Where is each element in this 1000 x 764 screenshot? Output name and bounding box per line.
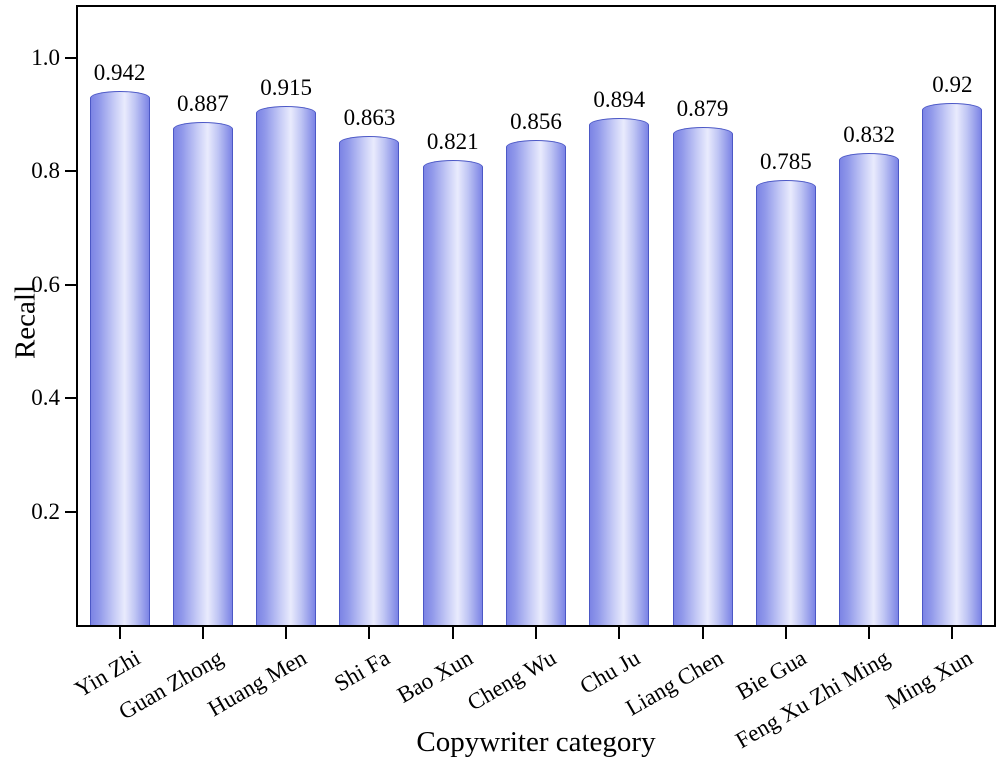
bar-value-label: 0.894 xyxy=(593,87,646,113)
x-axis-tick xyxy=(201,627,204,639)
bar xyxy=(172,122,233,625)
x-category-label: Shi Fa xyxy=(329,645,394,697)
bar xyxy=(672,126,733,625)
bar-value-label: 0.879 xyxy=(676,95,729,121)
bar xyxy=(589,118,650,625)
bar xyxy=(922,103,983,625)
y-tick-label: 0.2 xyxy=(31,498,60,524)
x-category-label: Cheng Wu xyxy=(463,645,561,716)
bar-value-label: 0.832 xyxy=(843,122,895,148)
bar xyxy=(506,139,566,625)
bar-value-label: 0.942 xyxy=(93,59,146,85)
y-tick-label: 0.6 xyxy=(31,271,60,297)
x-category-label: Ming Xun xyxy=(881,645,977,715)
x-axis-title: Copywriter category xyxy=(416,726,656,758)
x-axis-tick xyxy=(784,627,787,639)
bar-value-label: 0.887 xyxy=(177,91,229,117)
bar xyxy=(339,135,400,625)
y-axis-title: Recall xyxy=(9,284,42,360)
bar-value-label: 0.785 xyxy=(759,148,812,174)
x-axis-tick xyxy=(285,627,288,639)
bar-value-label: 0.821 xyxy=(426,128,479,154)
bar xyxy=(256,106,317,625)
x-category-label: Bao Xun xyxy=(393,645,478,708)
y-axis-tick xyxy=(65,170,76,173)
x-axis-tick xyxy=(535,627,537,639)
y-axis-tick xyxy=(65,397,76,400)
y-tick-label: 0.4 xyxy=(31,385,60,411)
x-axis-tick xyxy=(368,627,371,639)
y-tick-label: 1.0 xyxy=(31,45,60,71)
bar-value-label: 0.856 xyxy=(510,108,562,134)
bar-value-label: 0.863 xyxy=(343,104,396,130)
y-axis-tick xyxy=(65,283,76,286)
bar-value-label: 0.915 xyxy=(260,75,313,101)
bar xyxy=(839,153,900,625)
x-axis-tick xyxy=(868,627,871,639)
bar xyxy=(755,179,816,625)
bar xyxy=(89,90,150,625)
x-axis-tick xyxy=(451,627,454,639)
x-axis-tick xyxy=(951,627,954,639)
bar xyxy=(422,159,483,625)
y-axis-tick xyxy=(65,57,76,60)
y-axis-tick xyxy=(65,510,76,513)
y-tick-label: 0.8 xyxy=(31,158,60,184)
x-axis-tick xyxy=(701,627,704,639)
x-axis-tick xyxy=(618,627,621,639)
x-axis-tick xyxy=(118,627,121,639)
plot-area: 0.942 0.887 0.915 0.863 0.821 0.856 0.894 0.879… xyxy=(76,5,996,627)
bar-value-label: 0.92 xyxy=(932,72,973,98)
